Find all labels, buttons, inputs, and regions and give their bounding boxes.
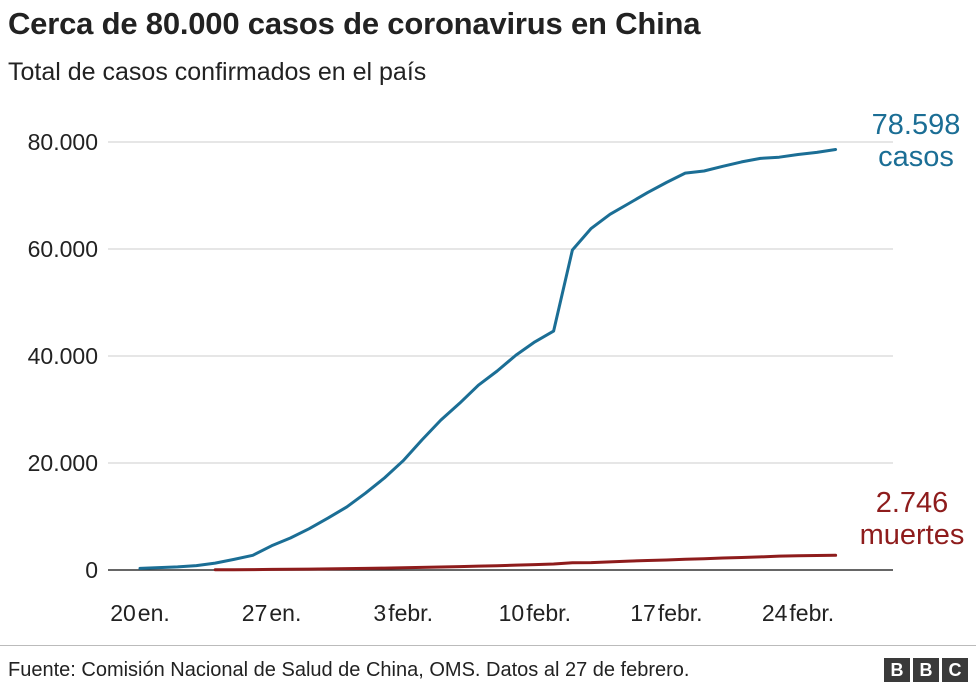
y-tick-label: 20.000 bbox=[28, 450, 98, 476]
y-tick-label: 60.000 bbox=[28, 236, 98, 262]
gridlines bbox=[108, 141, 893, 571]
chart-title: Cerca de 80.000 casos de coronavirus en … bbox=[8, 6, 701, 41]
series-line-casos bbox=[138, 148, 838, 570]
series-line-muertes bbox=[213, 553, 838, 572]
y-axis-ticks: 0 20.000 40.000 60.000 80.000 bbox=[28, 129, 98, 583]
footer: Fuente: Comisión Nacional de Salud de Ch… bbox=[0, 645, 976, 682]
line-chart: 0 20.000 40.000 60.000 80.000 20en. 27en. 3feb… bbox=[28, 109, 965, 626]
x-tick-label: 10febr. bbox=[499, 600, 571, 626]
end-label-unit: casos bbox=[878, 141, 954, 173]
end-label-value: 78.598 bbox=[872, 109, 961, 141]
y-tick-label: 40.000 bbox=[28, 343, 98, 369]
x-tick-label: 3febr. bbox=[373, 600, 433, 626]
logo-letter: B bbox=[913, 658, 939, 682]
x-tick-label: 17febr. bbox=[630, 600, 702, 626]
bbc-logo: B B C bbox=[884, 658, 968, 682]
end-label-value: 2.746 bbox=[876, 487, 949, 519]
x-tick-label: 27en. bbox=[242, 600, 302, 626]
x-tick-label: 20en. bbox=[110, 600, 170, 626]
x-tick-label: 24febr. bbox=[762, 600, 834, 626]
series-lines bbox=[138, 148, 838, 572]
source-note: Fuente: Comisión Nacional de Salud de Ch… bbox=[8, 659, 690, 681]
chart-subtitle: Total de casos confirmados en el país bbox=[8, 58, 427, 86]
y-tick-label: 80.000 bbox=[28, 129, 98, 155]
logo-letter: C bbox=[942, 658, 968, 682]
end-label-unit: muertes bbox=[860, 519, 965, 551]
x-axis-ticks: 20en. 27en. 3febr. 10febr. 17febr. 24febr. bbox=[110, 600, 834, 626]
y-tick-label: 0 bbox=[85, 557, 98, 583]
logo-letter: B bbox=[884, 658, 910, 682]
